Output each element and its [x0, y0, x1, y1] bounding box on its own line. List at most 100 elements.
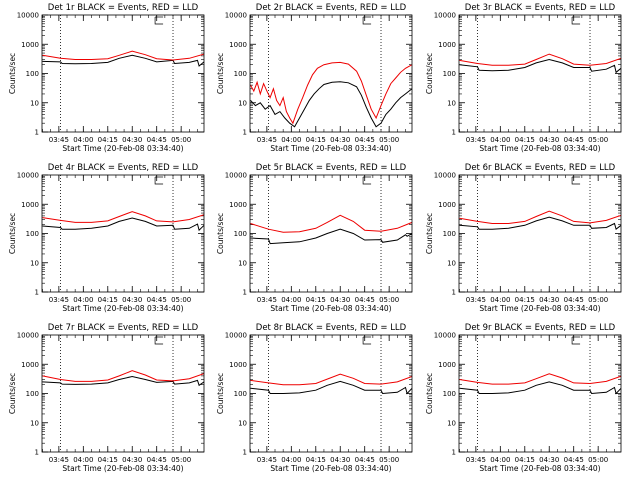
x-tick-label: 05:00	[379, 456, 399, 464]
x-tick-label: 04:15	[515, 296, 535, 304]
x-tick-label: 04:15	[306, 136, 326, 144]
bracket-mark	[154, 17, 164, 25]
y-tick-label: 10	[238, 419, 247, 427]
x-tick-label: 04:30	[539, 456, 559, 464]
y-tick-label: 100	[443, 230, 456, 238]
series-line	[250, 214, 412, 233]
x-tick-label: 03:45	[466, 296, 486, 304]
y-tick-label: 10000	[17, 12, 39, 20]
y-axis-label: Counts/sec	[216, 373, 225, 414]
x-tick-label: 05:00	[379, 136, 399, 144]
x-tick-label: 04:00	[281, 456, 301, 464]
x-tick-label: 04:45	[147, 296, 167, 304]
x-tick-label: 04:15	[515, 136, 535, 144]
y-tick-label: 10	[447, 99, 456, 107]
x-tick-label: 04:30	[122, 136, 142, 144]
chart-panel: Det 7r BLACK = Events, RED = LLD 1 10 100 10…	[8, 323, 205, 473]
bracket-mark	[154, 177, 164, 185]
x-tick-label: 03:45	[257, 136, 277, 144]
chart-panel: Det 5r BLACK = Events, RED = LLD 1 10 100 10…	[216, 163, 413, 313]
y-axis-label: Counts/sec	[216, 53, 225, 94]
x-tick-label: 05:00	[588, 456, 608, 464]
x-tick-label: 04:45	[564, 136, 584, 144]
bracket-mark	[154, 337, 164, 345]
y-tick-label: 100	[26, 390, 39, 398]
bracket-mark	[571, 17, 581, 25]
chart-panel: Det 9r BLACK = Events, RED = LLD 1 10 100 10…	[425, 323, 622, 473]
chart-panel: Det 3r BLACK = Events, RED = LLD 1 10 100 10…	[425, 3, 622, 153]
x-tick-label: 04:30	[539, 296, 559, 304]
x-tick-label: 03:45	[49, 296, 69, 304]
y-tick-label: 1	[452, 449, 456, 457]
y-tick-label: 1	[243, 289, 247, 297]
x-tick-label: 04:45	[564, 296, 584, 304]
x-axis-label: Start Time (20-Feb-08 03:34:40)	[479, 464, 600, 473]
x-tick-label: 04:15	[306, 456, 326, 464]
y-tick-label: 1000	[229, 41, 247, 49]
x-tick-label: 04:15	[98, 136, 118, 144]
x-tick-label: 04:30	[330, 456, 350, 464]
x-tick-label: 05:00	[171, 456, 191, 464]
chart-title: Det 9r BLACK = Events, RED = LLD	[465, 323, 616, 333]
chart-panel: Det 1r BLACK = Events, RED = LLD 1 10 100 10…	[8, 3, 205, 153]
y-tick-label: 100	[443, 390, 456, 398]
y-tick-label: 10000	[434, 332, 456, 340]
y-tick-label: 1	[243, 449, 247, 457]
y-tick-label: 10000	[434, 12, 456, 20]
x-tick-label: 04:00	[490, 136, 510, 144]
y-tick-label: 100	[234, 70, 247, 78]
chart-panel: Det 6r BLACK = Events, RED = LLD 1 10 100 10…	[425, 163, 622, 313]
x-tick-label: 04:30	[122, 456, 142, 464]
y-tick-label: 10000	[17, 332, 39, 340]
series-line	[250, 373, 412, 386]
y-tick-label: 10000	[434, 172, 456, 180]
series-line	[250, 61, 412, 125]
chart-title: Det 5r BLACK = Events, RED = LLD	[256, 163, 407, 173]
x-tick-label: 04:30	[539, 136, 559, 144]
x-tick-label: 05:00	[588, 296, 608, 304]
y-tick-label: 100	[26, 230, 39, 238]
y-tick-label: 10	[30, 259, 39, 267]
x-axis-label: Start Time (20-Feb-08 03:34:40)	[62, 144, 183, 153]
x-tick-label: 03:45	[257, 456, 277, 464]
x-tick-label: 04:30	[122, 296, 142, 304]
x-axis-label: Start Time (20-Feb-08 03:34:40)	[62, 464, 183, 473]
x-tick-label: 04:30	[330, 136, 350, 144]
chart-panel: Det 8r BLACK = Events, RED = LLD 1 10 100 10…	[216, 323, 413, 473]
series-line	[42, 54, 204, 67]
chart-panel: Det 2r BLACK = Events, RED = LLD 1 10 100 10…	[216, 3, 413, 153]
series-line	[42, 375, 204, 387]
y-axis-label: Counts/sec	[425, 213, 434, 254]
x-axis-label: Start Time (20-Feb-08 03:34:40)	[270, 144, 391, 153]
y-tick-label: 10	[447, 419, 456, 427]
y-tick-label: 1000	[21, 41, 39, 49]
series-line	[459, 58, 621, 74]
x-axis-label: Start Time (20-Feb-08 03:34:40)	[479, 144, 600, 153]
series-line	[42, 370, 204, 382]
series-line	[42, 50, 204, 61]
x-axis-label: Start Time (20-Feb-08 03:34:40)	[479, 304, 600, 313]
y-tick-label: 100	[26, 70, 39, 78]
y-tick-label: 1	[35, 289, 39, 297]
x-tick-label: 04:00	[281, 136, 301, 144]
plot-frame	[249, 174, 413, 293]
bracket-mark	[571, 337, 581, 345]
y-tick-label: 1000	[438, 201, 456, 209]
x-tick-label: 04:45	[147, 456, 167, 464]
x-tick-label: 04:00	[73, 136, 93, 144]
y-tick-label: 1	[452, 129, 456, 137]
y-axis-label: Counts/sec	[216, 213, 225, 254]
chart-title: Det 7r BLACK = Events, RED = LLD	[48, 323, 199, 333]
chart-title: Det 6r BLACK = Events, RED = LLD	[465, 163, 616, 173]
y-tick-label: 100	[443, 70, 456, 78]
y-tick-label: 1000	[21, 201, 39, 209]
x-axis-label: Start Time (20-Feb-08 03:34:40)	[270, 464, 391, 473]
x-tick-label: 05:00	[171, 136, 191, 144]
y-axis-label: Counts/sec	[425, 53, 434, 94]
plot-frame	[458, 174, 622, 293]
chart-title: Det 3r BLACK = Events, RED = LLD	[465, 3, 616, 13]
series-line	[459, 373, 621, 385]
y-tick-label: 10000	[225, 332, 247, 340]
bracket-mark	[362, 337, 372, 345]
y-tick-label: 1000	[229, 361, 247, 369]
